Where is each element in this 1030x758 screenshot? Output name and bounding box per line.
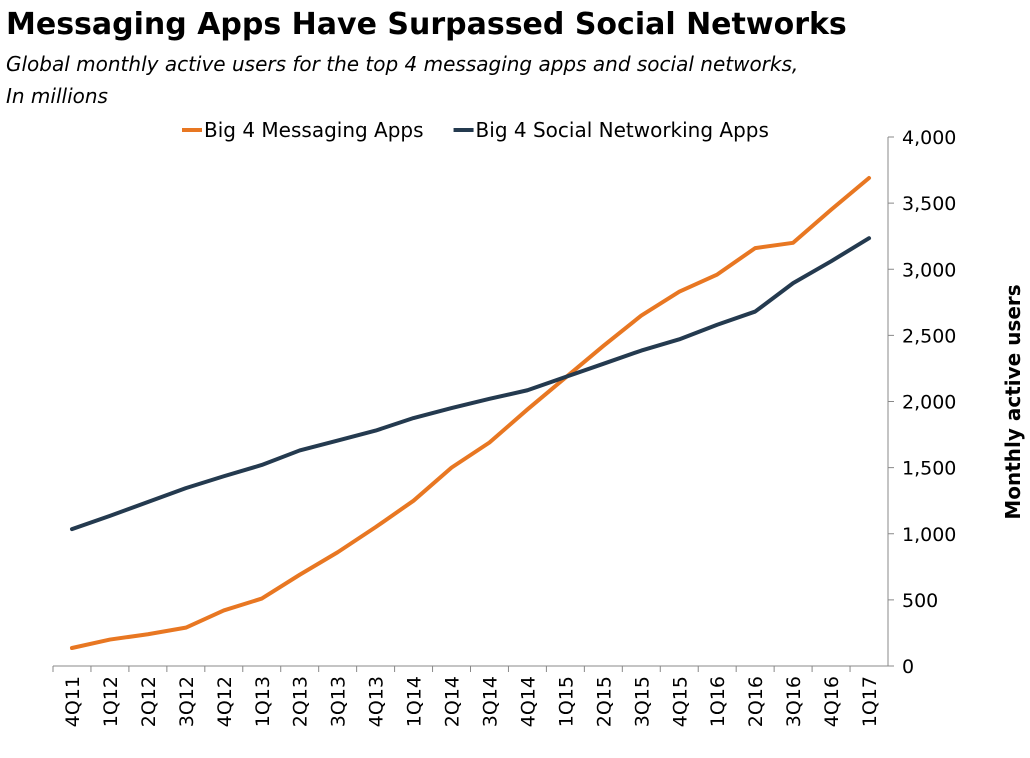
x-tick-label: 4Q15 (669, 676, 691, 727)
y-tick-label: 4,000 (902, 127, 956, 149)
x-tick-label: 3Q12 (176, 676, 198, 727)
x-tick-label: 2Q13 (290, 676, 312, 727)
x-tick-label: 4Q13 (366, 676, 388, 727)
y-axis-title: Monthly active users (1001, 284, 1025, 519)
y-tick-label: 500 (902, 590, 938, 612)
x-tick-label: 3Q16 (783, 676, 805, 727)
y-tick-label: 1,000 (902, 524, 956, 546)
x-tick-label: 4Q16 (821, 676, 843, 727)
x-tick-label: 3Q13 (328, 676, 350, 727)
y-tick-label: 2,000 (902, 392, 956, 414)
chart-subtitle: In millions (6, 84, 108, 108)
x-tick-label: 1Q13 (252, 676, 274, 727)
x-tick-label: 4Q12 (214, 676, 236, 727)
x-tick-label: 4Q14 (517, 676, 539, 727)
chart-subtitle: Global monthly active users for the top … (6, 52, 798, 76)
x-tick-label: 2Q15 (593, 676, 615, 727)
x-tick-label: 1Q17 (859, 676, 881, 727)
x-tick-label: 2Q14 (442, 676, 464, 727)
series-line (69, 175, 872, 651)
y-tick-label: 0 (902, 656, 914, 678)
y-tick-label: 3,000 (902, 259, 956, 281)
x-tick-label: 1Q12 (100, 676, 122, 727)
legend-label: Big 4 Messaging Apps (204, 118, 424, 142)
x-tick-label: 1Q16 (707, 676, 729, 727)
series-line (69, 236, 872, 532)
x-tick-label: 4Q11 (62, 676, 84, 727)
legend-label: Big 4 Social Networking Apps (476, 118, 769, 142)
x-tick-label: 2Q12 (138, 676, 160, 727)
x-tick-label: 1Q15 (555, 676, 577, 727)
y-tick-label: 3,500 (902, 193, 956, 215)
x-tick-label: 1Q14 (404, 676, 426, 727)
chart-title: Messaging Apps Have Surpassed Social Net… (6, 7, 847, 42)
y-tick-label: 1,500 (902, 458, 956, 480)
y-tick-label: 2,500 (902, 325, 956, 347)
x-tick-label: 2Q16 (745, 676, 767, 727)
x-tick-label: 3Q14 (479, 676, 501, 727)
x-tick-label: 3Q15 (631, 676, 653, 727)
